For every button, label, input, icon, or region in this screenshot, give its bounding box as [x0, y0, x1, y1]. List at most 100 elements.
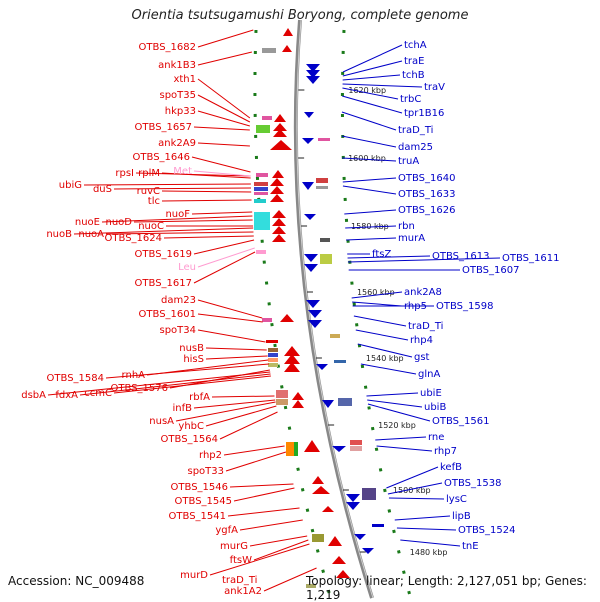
gene-arrow[interactable] — [284, 354, 300, 364]
gene-label[interactable]: OTBS_1561 — [432, 416, 489, 427]
gene-arrow[interactable] — [282, 45, 292, 52]
gene-label[interactable]: OTBS_1584 — [47, 373, 104, 384]
gene-label[interactable]: lipB — [452, 511, 471, 522]
gene-label[interactable]: nuoB — [46, 229, 72, 240]
gene-label[interactable]: murD — [180, 570, 208, 581]
gene-block[interactable] — [254, 187, 268, 191]
gene-label[interactable]: nuoA — [78, 229, 104, 240]
gene-label[interactable]: ank2A8 — [404, 287, 442, 298]
gene-label[interactable]: nusA — [149, 416, 174, 427]
gene-label[interactable]: traE — [404, 56, 424, 67]
gene-label[interactable]: nuoD — [106, 217, 133, 228]
gene-label[interactable]: OTBS_1601 — [139, 309, 196, 320]
gene-label[interactable]: nusB — [179, 343, 204, 354]
gene-label[interactable]: tchB — [402, 70, 425, 81]
gene-label[interactable]: truA — [398, 156, 419, 167]
gene-label[interactable]: yhbC — [178, 421, 204, 432]
gene-arrow[interactable] — [273, 123, 287, 131]
gene-arrow[interactable] — [304, 254, 318, 262]
gene-label[interactable]: rpsI — [115, 168, 134, 179]
gene-label[interactable]: OTBS_1619 — [135, 249, 192, 260]
gene-arrow[interactable] — [362, 548, 374, 554]
gene-label[interactable]: ubiE — [420, 388, 442, 399]
gene-label[interactable]: OTBS_1657 — [135, 122, 192, 133]
gene-label[interactable]: spoT35 — [159, 90, 196, 101]
gene-arrow[interactable] — [272, 210, 286, 218]
gene-arrow[interactable] — [354, 534, 366, 540]
gene-label[interactable]: OTBS_1640 — [398, 173, 455, 184]
gene-label[interactable]: OTBS_1617 — [135, 278, 192, 289]
gene-block[interactable] — [362, 488, 376, 500]
gene-arrow[interactable] — [312, 476, 324, 484]
gene-label[interactable]: traD_Ti — [398, 125, 433, 136]
gene-block[interactable] — [312, 534, 324, 542]
gene-label[interactable]: OTBS_1541 — [169, 511, 226, 522]
gene-block[interactable] — [294, 442, 298, 456]
gene-block[interactable] — [350, 440, 362, 445]
gene-block[interactable] — [254, 212, 270, 230]
gene-arrow[interactable] — [306, 64, 320, 72]
gene-arrow[interactable] — [272, 234, 286, 242]
gene-arrow[interactable] — [292, 392, 304, 400]
gene-arrow[interactable] — [322, 400, 334, 408]
gene-block[interactable] — [306, 584, 316, 588]
gene-block[interactable] — [262, 318, 272, 322]
gene-label[interactable]: dam25 — [398, 142, 433, 153]
gene-block[interactable] — [268, 353, 278, 357]
gene-block[interactable] — [254, 182, 268, 186]
gene-label[interactable]: rhp2 — [199, 450, 222, 461]
gene-block[interactable] — [268, 348, 278, 352]
gene-block[interactable] — [372, 524, 384, 527]
gene-arrow[interactable] — [306, 76, 320, 84]
gene-block[interactable] — [350, 446, 362, 451]
gene-label[interactable]: rhp4 — [410, 335, 433, 346]
gene-block[interactable] — [276, 390, 288, 398]
gene-block[interactable] — [286, 442, 294, 456]
gene-label[interactable]: fdxA — [55, 390, 78, 401]
gene-arrow[interactable] — [328, 536, 342, 546]
gene-label[interactable]: nuoC — [138, 221, 164, 232]
gene-arrow[interactable] — [272, 226, 286, 234]
gene-label[interactable]: rne — [428, 432, 444, 443]
gene-block[interactable] — [330, 334, 340, 338]
gene-block[interactable] — [256, 173, 268, 177]
gene-label[interactable]: hkp33 — [165, 106, 196, 117]
gene-label[interactable]: ftsZ — [372, 249, 391, 260]
gene-label[interactable]: OTBS_1546 — [171, 482, 228, 493]
gene-label[interactable]: OTBS_1564 — [161, 434, 218, 445]
gene-label[interactable]: traD_Ti — [408, 321, 443, 332]
gene-label[interactable]: rplM — [138, 168, 160, 179]
gene-arrow[interactable] — [270, 194, 284, 202]
gene-label[interactable]: ccmC — [84, 388, 112, 399]
gene-label[interactable]: spoT33 — [187, 466, 224, 477]
gene-label[interactable]: traV — [424, 82, 445, 93]
gene-label[interactable]: OTBS_1538 — [444, 478, 501, 489]
gene-arrow[interactable] — [302, 182, 314, 190]
gene-label[interactable]: dam23 — [161, 295, 196, 306]
gene-block[interactable] — [262, 48, 276, 53]
gene-label[interactable]: nuoE — [75, 217, 100, 228]
gene-arrow[interactable] — [312, 486, 330, 494]
gene-block[interactable] — [254, 199, 266, 203]
gene-arrow[interactable] — [332, 556, 346, 564]
gene-label[interactable]: ftsW — [230, 555, 252, 566]
gene-label[interactable]: xth1 — [173, 74, 196, 85]
gene-block[interactable] — [262, 116, 272, 120]
gene-label[interactable]: duS — [93, 184, 112, 195]
gene-arrow[interactable] — [270, 186, 284, 194]
gene-label[interactable]: ubiB — [424, 402, 446, 413]
gene-arrow[interactable] — [308, 320, 322, 328]
gene-label[interactable]: OTBS_1607 — [462, 265, 519, 276]
gene-block[interactable] — [256, 250, 266, 254]
gene-label[interactable]: traD_Ti — [222, 575, 257, 586]
gene-block[interactable] — [266, 340, 278, 343]
gene-label[interactable]: rbfA — [189, 392, 210, 403]
gene-label[interactable]: ank1A2 — [224, 586, 262, 597]
gene-label[interactable]: dsbA — [21, 390, 46, 401]
gene-arrow[interactable] — [306, 70, 320, 78]
gene-label[interactable]: murA — [398, 233, 425, 244]
gene-arrow[interactable] — [316, 364, 328, 370]
gene-block[interactable] — [318, 138, 330, 141]
gene-arrow[interactable] — [304, 112, 314, 118]
gene-label[interactable]: ubiG — [59, 180, 82, 191]
